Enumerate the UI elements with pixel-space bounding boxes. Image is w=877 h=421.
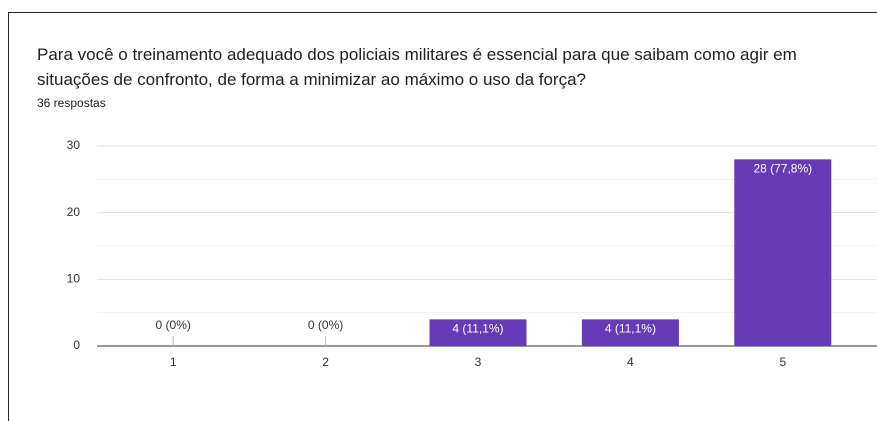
chart-title: Para você o treinamento adequado dos pol… — [37, 45, 797, 89]
x-tick-label: 1 — [170, 355, 177, 369]
chart-subtitle: 36 respostas — [37, 96, 106, 110]
bar — [581, 319, 679, 346]
bar — [429, 319, 527, 346]
value-label: 28 (77,8%) — [753, 162, 812, 176]
y-tick-label: 10 — [67, 272, 81, 286]
x-tick-label: 3 — [475, 355, 482, 369]
y-tick-label: 30 — [67, 138, 81, 152]
value-label: 0 (0%) — [308, 318, 343, 332]
x-tick-label: 2 — [322, 355, 329, 369]
value-label: 0 (0%) — [156, 318, 191, 332]
x-tick-label: 5 — [779, 355, 786, 369]
y-tick-label: 20 — [67, 205, 81, 219]
value-label: 4 (11,1%) — [452, 322, 503, 336]
card-frame — [8, 12, 877, 421]
bar — [734, 159, 832, 346]
y-tick-label: 0 — [73, 338, 80, 352]
value-label: 4 (11,1%) — [605, 322, 656, 336]
x-tick-label: 4 — [627, 355, 634, 369]
